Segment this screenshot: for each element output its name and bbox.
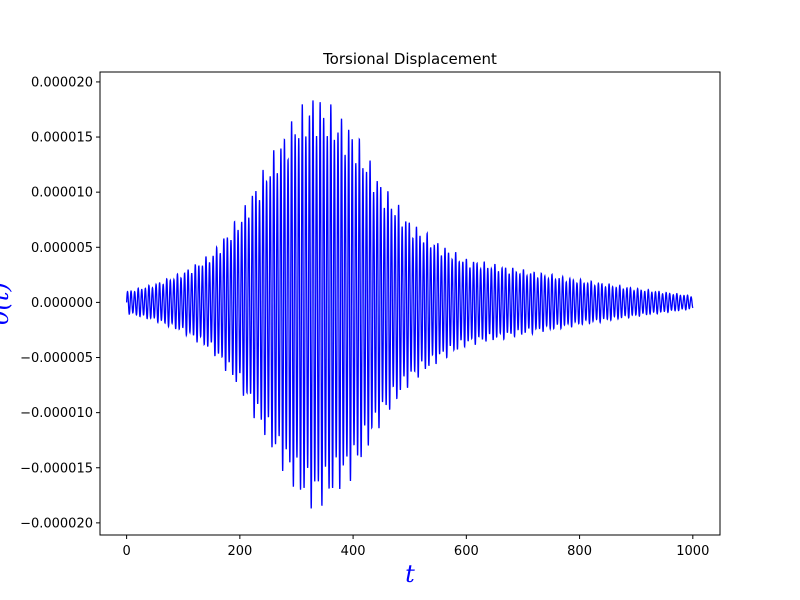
x-tick-label: 800 [567, 544, 592, 559]
plot-area [125, 100, 694, 509]
y-tick-label: −0.000020 [20, 516, 93, 531]
x-tick-label: 200 [227, 544, 252, 559]
y-tick-label: −0.000015 [20, 461, 93, 476]
y-axis-label: θ(t) [0, 282, 14, 325]
y-tick-label: 0.000005 [31, 241, 93, 256]
y-tick-label: 0.000020 [31, 75, 93, 90]
y-tick-label: −0.000005 [20, 351, 93, 366]
chart-title: Torsional Displacement [322, 50, 497, 68]
y-tick-label: 0.000015 [31, 131, 93, 146]
y-tick-label: 0.000000 [31, 296, 93, 311]
y-axis: −0.000020 −0.000015 −0.000010 −0.000005 0.00… [20, 75, 100, 531]
y-tick-label: −0.000010 [20, 406, 93, 421]
x-tick-label: 1000 [676, 544, 709, 559]
y-tick-label: 0.000010 [31, 186, 93, 201]
x-axis: 0 200 400 600 800 1000 [122, 535, 709, 559]
series-line-0 [125, 100, 694, 509]
axes-frame [99, 71, 721, 536]
x-axis-label: t [405, 560, 415, 588]
x-tick-label: 400 [341, 544, 366, 559]
x-tick-label: 600 [454, 544, 479, 559]
x-tick-label: 0 [122, 544, 130, 559]
